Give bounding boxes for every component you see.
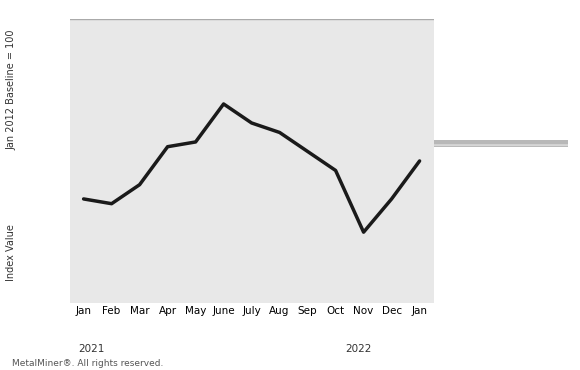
Bar <box>434 144 568 147</box>
Bar <box>434 141 568 144</box>
Bar <box>434 143 568 147</box>
Bar <box>434 143 568 146</box>
Bar <box>434 143 568 146</box>
Bar <box>434 141 568 144</box>
Bar <box>434 142 568 145</box>
Text: 2021: 2021 <box>78 343 104 353</box>
Text: Jan 2012 Baseline = 100: Jan 2012 Baseline = 100 <box>6 30 16 150</box>
Bar <box>434 142 568 145</box>
Bar <box>434 143 568 146</box>
Bar <box>434 142 568 145</box>
Bar <box>434 148 568 151</box>
Bar <box>434 143 568 147</box>
Bar <box>434 142 568 145</box>
Bar <box>434 141 568 145</box>
Bar <box>434 142 568 146</box>
Text: Index Value: Index Value <box>6 224 16 280</box>
Text: MetalMiner®. All rights reserved.: MetalMiner®. All rights reserved. <box>12 359 163 368</box>
Bar <box>434 141 568 144</box>
Bar <box>434 142 568 145</box>
Bar <box>434 141 568 144</box>
Bar <box>434 141 568 144</box>
Bar <box>434 141 568 144</box>
Bar <box>434 144 568 147</box>
Bar <box>434 141 568 144</box>
Bar <box>434 143 568 147</box>
Text: 2022: 2022 <box>345 343 371 353</box>
Text: December to: December to <box>477 159 553 172</box>
Bar <box>434 143 568 146</box>
Bar <box>434 142 568 145</box>
Bar <box>434 140 568 144</box>
Text: MMI: MMI <box>444 87 487 105</box>
Bar <box>434 141 568 144</box>
Bar <box>434 141 568 145</box>
Text: January: January <box>477 188 521 201</box>
Bar <box>434 142 568 145</box>
Bar <box>434 141 568 145</box>
Bar <box>434 141 568 144</box>
Bar <box>434 268 568 270</box>
Bar <box>434 142 568 145</box>
Bar <box>434 141 568 144</box>
Bar <box>434 142 568 146</box>
Text: Raw Steels: Raw Steels <box>444 33 556 51</box>
Bar <box>434 142 568 146</box>
Bar <box>434 142 568 145</box>
Bar <box>434 142 568 145</box>
Bar <box>434 141 568 144</box>
Bar <box>434 143 568 146</box>
Bar <box>434 143 568 146</box>
Bar <box>434 142 568 145</box>
Text: Up 12.7%: Up 12.7% <box>477 216 534 229</box>
